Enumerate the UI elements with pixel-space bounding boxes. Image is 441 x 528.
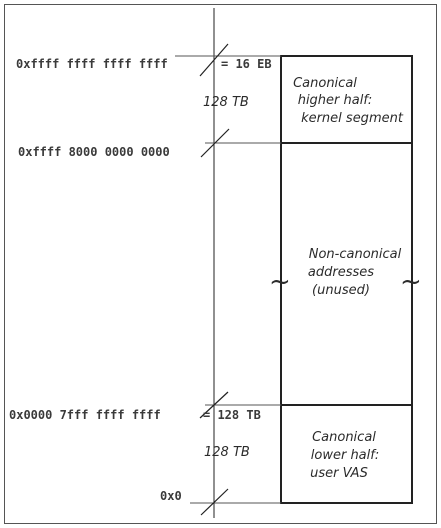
lower-half-line-2: lower half: (311, 448, 379, 463)
addr-user-end-label: 0x0000 7fff ffff ffff (9, 408, 161, 422)
addr-zero-label: 0x0 (160, 489, 182, 503)
higher-half-line-3: kernel segment (301, 111, 404, 126)
non-canonical-line-3: (unused) (312, 283, 370, 298)
kernel-span-label: 128 TB (203, 95, 249, 110)
lower-half-line-3: user VAS (310, 466, 368, 481)
lower-half-line-1: Canonical (312, 430, 376, 445)
non-canonical-line-1: Non-canonical (309, 247, 402, 262)
addr-top-label: 0xffff ffff ffff ffff (16, 57, 168, 71)
outer-frame (4, 4, 437, 524)
higher-half-line-1: Canonical (293, 76, 357, 91)
top-tick-mark (199, 43, 229, 77)
user-end-size-label: = 128 TB (203, 408, 261, 422)
addr-kernel-start-label: 0xffff 8000 0000 0000 (18, 145, 170, 159)
user-span-label: 128 TB (204, 445, 250, 460)
left-break-mark: ~ (269, 267, 291, 297)
right-break-mark: ~ (400, 267, 422, 297)
user-end-tick-mark (199, 391, 229, 419)
address-space-box (280, 55, 413, 504)
higher-half-line-2: higher half: (298, 93, 373, 108)
top-size-label: = 16 EB (221, 57, 272, 71)
kernel-start-tick-mark (200, 128, 230, 158)
non-canonical-line-2: addresses (308, 265, 374, 280)
zero-tick-mark (200, 488, 229, 516)
